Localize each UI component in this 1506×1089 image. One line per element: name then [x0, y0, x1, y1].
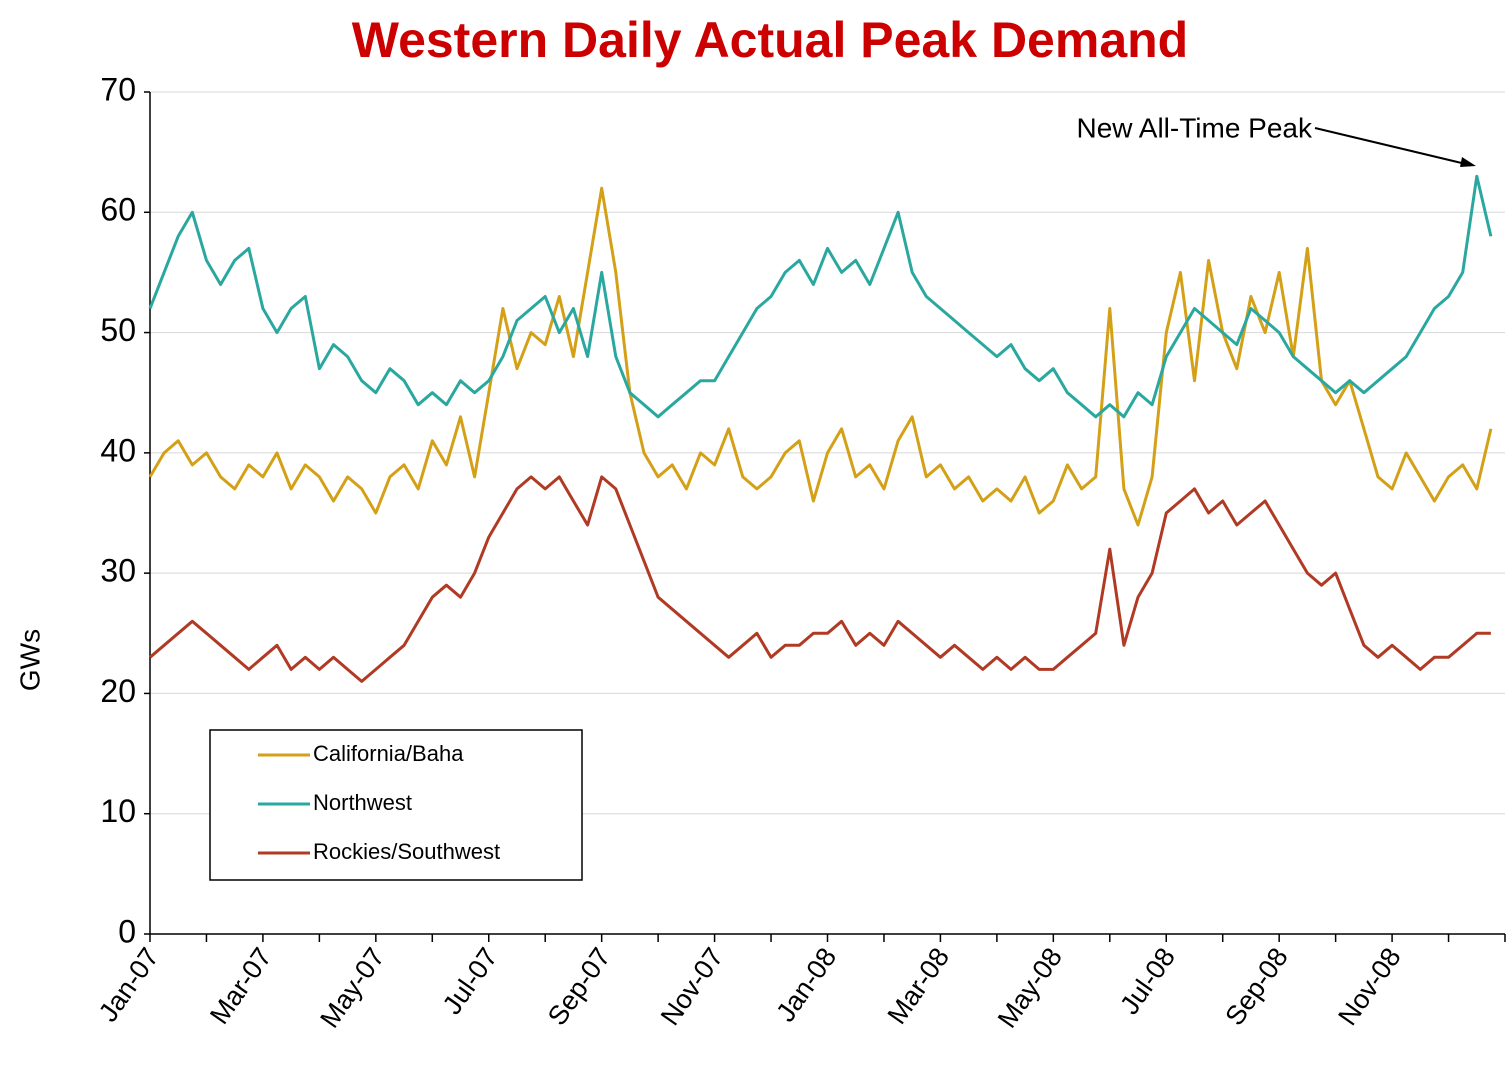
y-tick-label: 10	[100, 793, 136, 829]
annotation-arrow	[1314, 127, 1471, 166]
y-tick-label: 70	[100, 71, 136, 107]
x-tick-label: Sep-07	[542, 942, 617, 1031]
x-tick-label: May-08	[992, 942, 1068, 1033]
y-tick-label: 30	[100, 553, 136, 589]
y-axis-label: GWs	[14, 629, 45, 691]
y-tick-label: 60	[100, 192, 136, 228]
legend-label: Rockies/Southwest	[313, 839, 500, 864]
x-tick-label: Mar-07	[204, 942, 278, 1029]
series-line	[149, 475, 1491, 683]
x-tick-label: Nov-08	[1332, 942, 1407, 1031]
x-tick-label: Jan-07	[93, 942, 165, 1027]
x-tick-label: Nov-07	[655, 942, 730, 1031]
legend-label: Northwest	[313, 790, 412, 815]
x-tick-label: Jul-08	[1114, 942, 1181, 1019]
series-line	[148, 174, 1493, 419]
chart-title: Western Daily Actual Peak Demand	[352, 12, 1188, 68]
x-tick-label: Jan-08	[770, 942, 842, 1027]
x-tick-label: May-07	[314, 942, 390, 1033]
annotation: New All-Time Peak	[1077, 112, 1313, 143]
x-tick-label: Mar-08	[882, 942, 956, 1029]
y-tick-label: 40	[100, 432, 136, 468]
annotation-arrowhead	[1460, 157, 1476, 167]
legend-label: California/Baha	[313, 741, 464, 766]
x-tick-label: Sep-08	[1219, 942, 1294, 1031]
series-line	[148, 186, 1493, 527]
y-tick-label: 20	[100, 673, 136, 709]
y-tick-label: 0	[118, 913, 136, 949]
y-tick-label: 50	[100, 312, 136, 348]
x-tick-label: Jul-07	[437, 942, 504, 1019]
